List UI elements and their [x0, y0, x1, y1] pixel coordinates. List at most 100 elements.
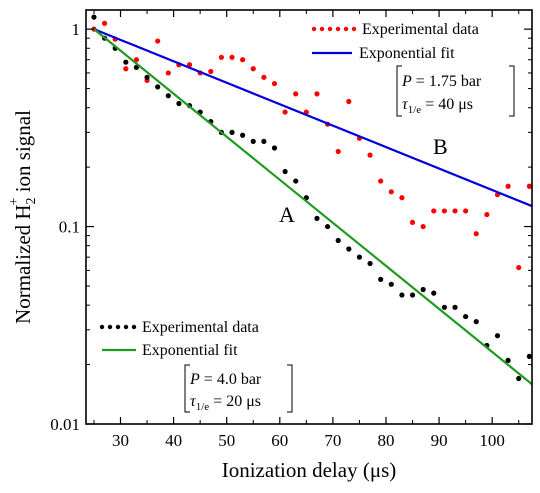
B-data-point: [420, 223, 426, 230]
curve-label-A: A: [279, 202, 295, 227]
x-tick-label: 80: [377, 431, 394, 450]
B-data-point: [208, 68, 214, 75]
x-tick-label: 50: [218, 431, 235, 450]
params-B-annotation: P = 1.75 bar τ1/e = 40 μs: [396, 65, 515, 117]
x-tick-label: 60: [271, 431, 288, 450]
legend-B-dots-marker: [335, 26, 341, 32]
B-data-point: [101, 20, 108, 26]
legend-B-dots-marker: [343, 26, 349, 32]
params-A-tau: τ1/e = 20 μs: [190, 393, 261, 413]
A-data-point: [165, 93, 171, 99]
x-tick-label: 90: [431, 431, 448, 450]
A-data-point: [240, 132, 246, 138]
A-data-point: [441, 304, 447, 310]
A-data-point: [229, 129, 235, 135]
plot-frame: [85, 9, 533, 425]
A-data-point: [505, 357, 511, 363]
tick-layer: [86, 10, 532, 425]
B-data-point: [229, 54, 235, 60]
B-data-point: [378, 178, 384, 184]
B-data-point: [399, 195, 405, 201]
B-data-point: [409, 219, 416, 225]
B-data-point: [123, 66, 129, 72]
legend-A: Experimental data Exponential fit: [99, 319, 259, 359]
A-data-point: [516, 375, 522, 382]
A-data-point: [378, 276, 384, 283]
params-B-bracket-left: [396, 65, 402, 117]
A-data-point: [123, 59, 129, 65]
A-data-point: [420, 286, 426, 293]
B-data-point: [155, 38, 161, 44]
A-data-point: [314, 215, 320, 221]
legend-B: Experimental data Exponential fit: [311, 21, 479, 62]
A-data-point: [473, 319, 479, 325]
legend-A-label-fit: Exponential fit: [142, 342, 238, 359]
B-data-point: [526, 183, 532, 189]
A-data-point: [133, 64, 140, 70]
legend-B-label-data: Experimental data: [362, 21, 479, 38]
params-A-bracket-right: [287, 364, 293, 413]
curve-label-B: B: [433, 134, 448, 159]
B-data-point: [463, 208, 469, 214]
B-data-point: [346, 98, 352, 105]
A-fit-line: [93, 28, 532, 386]
params-A-annotation: P = 4.0 bar τ1/e = 20 μs: [184, 364, 293, 413]
params-A-bracket-left: [184, 364, 190, 413]
B-data-point: [335, 148, 341, 155]
A-data-point: [346, 246, 352, 252]
params-B-tau: τ1/e = 40 μs: [402, 96, 473, 116]
A-data-point: [155, 84, 161, 90]
B-data-point: [271, 80, 278, 87]
A-data-point: [250, 138, 256, 145]
y-axis-title-sub: 2: [24, 197, 39, 204]
A-data-point: [399, 292, 405, 298]
legend-B-label-fit: Exponential fit: [359, 45, 455, 62]
B-data-point: [388, 189, 394, 195]
legend-A-dots-marker: [115, 324, 121, 330]
y-axis-title: Normalized H2+ ion signal: [7, 110, 39, 324]
B-data-point: [431, 208, 437, 214]
params-B-bracket-right: [509, 65, 515, 117]
y-tick-label: 0.01: [50, 415, 80, 434]
A-data-point: [452, 304, 458, 310]
label-layer: 30 40 50 60 70 80 90 100 0.01 0.1 1: [50, 20, 505, 450]
y-axis-title-prefix: Normalized H: [11, 204, 35, 324]
legend-A-dots-marker: [131, 324, 137, 330]
B-data-point: [293, 91, 299, 97]
B-data-point: [441, 208, 447, 214]
A-data-point: [335, 237, 341, 244]
legend-B-dots-marker: [319, 26, 325, 32]
legend-A-label-data: Experimental data: [142, 319, 259, 336]
A-data-point: [431, 290, 437, 296]
B-data-point: [250, 66, 256, 72]
y-axis-title-suffix: ion signal: [11, 110, 35, 198]
B-data-point: [133, 57, 140, 63]
B-data-point: [165, 70, 171, 76]
legend-B-dots-marker: [311, 26, 317, 32]
B-data-point: [282, 109, 288, 115]
A-data-point: [293, 178, 299, 184]
A-data-point: [494, 333, 501, 339]
A-data-point: [463, 313, 469, 320]
x-tick-label: 30: [112, 431, 129, 450]
B-data-point: [516, 264, 522, 271]
A-data-point: [282, 168, 288, 175]
A-data-point: [324, 223, 331, 230]
x-tick-label: 70: [324, 431, 341, 450]
A-data-point: [356, 254, 363, 260]
B-data-point: [505, 183, 511, 189]
A-data-point: [271, 145, 278, 151]
A-data-point: [261, 138, 267, 145]
legend-A-dots-marker: [123, 324, 129, 330]
x-tick-label: 40: [165, 431, 182, 450]
legend-B-dots-marker: [327, 26, 333, 32]
B-data-point: [261, 74, 267, 80]
x-tick-label: 100: [479, 431, 505, 450]
A-data-point: [176, 100, 182, 107]
y-tick-label: 0.1: [59, 218, 80, 237]
B-data-point: [218, 54, 224, 60]
B-data-point: [452, 208, 458, 214]
A-data-point: [367, 260, 373, 267]
